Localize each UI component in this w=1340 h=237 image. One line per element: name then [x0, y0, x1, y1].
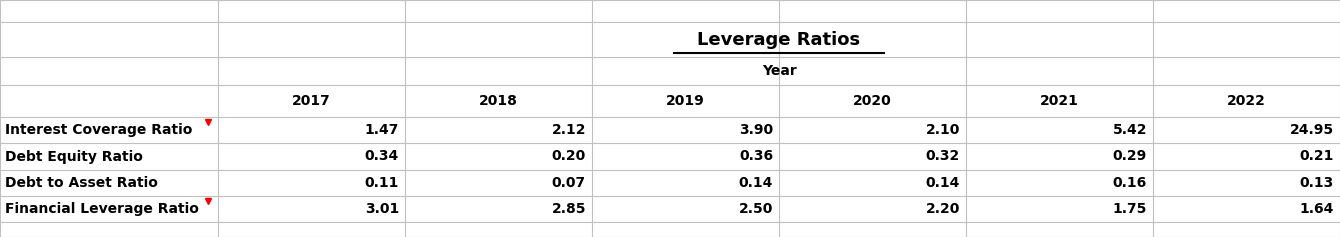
- Text: 1.64: 1.64: [1300, 202, 1335, 216]
- Text: 5.42: 5.42: [1112, 123, 1147, 137]
- Text: 0.36: 0.36: [738, 150, 773, 164]
- Text: 3.90: 3.90: [738, 123, 773, 137]
- Text: 0.14: 0.14: [738, 176, 773, 190]
- Text: 0.34: 0.34: [364, 150, 399, 164]
- Text: 0.21: 0.21: [1300, 150, 1335, 164]
- Text: Interest Coverage Ratio: Interest Coverage Ratio: [5, 123, 193, 137]
- Text: 2017: 2017: [292, 94, 331, 108]
- Text: 2.20: 2.20: [926, 202, 959, 216]
- Text: 1.75: 1.75: [1112, 202, 1147, 216]
- Text: 0.16: 0.16: [1112, 176, 1147, 190]
- Text: 0.13: 0.13: [1300, 176, 1335, 190]
- Text: 2.12: 2.12: [552, 123, 586, 137]
- Text: 2018: 2018: [480, 94, 519, 108]
- Text: Financial Leverage Ratio: Financial Leverage Ratio: [5, 202, 198, 216]
- Text: 24.95: 24.95: [1290, 123, 1335, 137]
- Text: 2.10: 2.10: [926, 123, 959, 137]
- Text: 3.01: 3.01: [364, 202, 399, 216]
- Text: Debt to Asset Ratio: Debt to Asset Ratio: [5, 176, 158, 190]
- Text: 2019: 2019: [666, 94, 705, 108]
- Text: 0.29: 0.29: [1112, 150, 1147, 164]
- Text: 0.11: 0.11: [364, 176, 399, 190]
- Text: 2021: 2021: [1040, 94, 1079, 108]
- Text: 0.20: 0.20: [552, 150, 586, 164]
- Text: Year: Year: [761, 64, 796, 78]
- Text: Debt Equity Ratio: Debt Equity Ratio: [5, 150, 143, 164]
- Text: 2020: 2020: [854, 94, 892, 108]
- Text: Leverage Ratios: Leverage Ratios: [697, 31, 860, 49]
- Text: 2022: 2022: [1227, 94, 1266, 108]
- Text: 2.50: 2.50: [738, 202, 773, 216]
- Text: 0.14: 0.14: [926, 176, 959, 190]
- Text: 1.47: 1.47: [364, 123, 399, 137]
- Text: 0.32: 0.32: [926, 150, 959, 164]
- Text: 0.07: 0.07: [552, 176, 586, 190]
- Text: 2.85: 2.85: [552, 202, 586, 216]
